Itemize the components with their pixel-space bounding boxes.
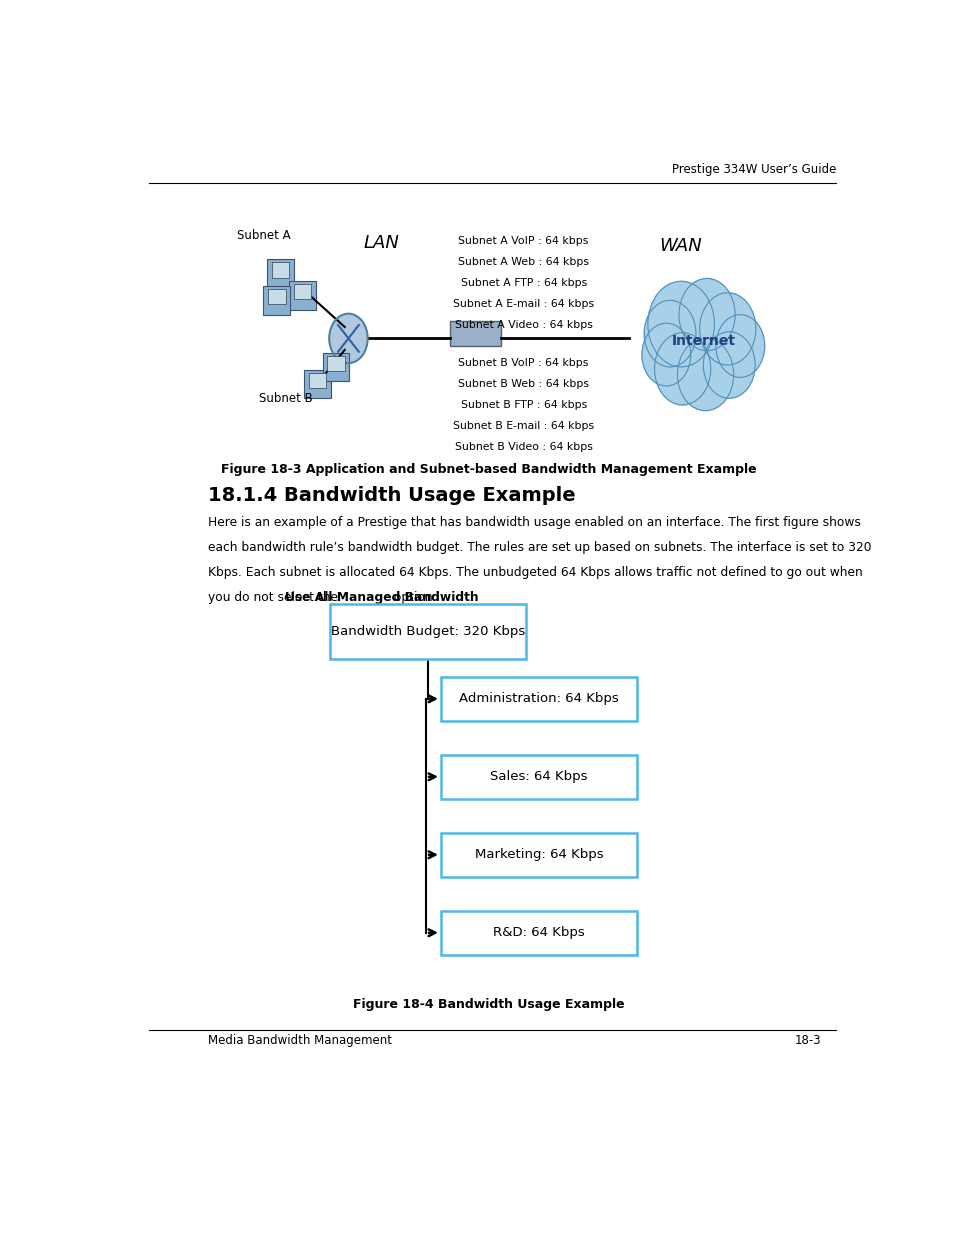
FancyBboxPatch shape: [322, 353, 349, 382]
Text: Sales: 64 Kbps: Sales: 64 Kbps: [490, 771, 587, 783]
FancyBboxPatch shape: [327, 356, 344, 370]
Text: 18.1.4 Bandwidth Usage Example: 18.1.4 Bandwidth Usage Example: [208, 485, 575, 505]
FancyBboxPatch shape: [330, 604, 525, 658]
Text: Subnet B E-mail : 64 kbps: Subnet B E-mail : 64 kbps: [453, 421, 594, 431]
FancyBboxPatch shape: [304, 369, 331, 399]
Text: Subnet A Web : 64 kbps: Subnet A Web : 64 kbps: [457, 257, 589, 267]
Text: Internet: Internet: [671, 335, 735, 348]
Text: Subnet B Video : 64 kbps: Subnet B Video : 64 kbps: [455, 442, 592, 452]
FancyBboxPatch shape: [440, 832, 637, 877]
FancyBboxPatch shape: [272, 262, 289, 278]
Circle shape: [329, 314, 367, 363]
Text: Subnet B VoIP : 64 kbps: Subnet B VoIP : 64 kbps: [458, 358, 588, 368]
Text: Subnet A E-mail : 64 kbps: Subnet A E-mail : 64 kbps: [453, 299, 594, 309]
Text: Subnet A Video : 64 kbps: Subnet A Video : 64 kbps: [455, 320, 592, 330]
FancyBboxPatch shape: [308, 373, 326, 388]
Circle shape: [647, 282, 714, 367]
Circle shape: [677, 338, 733, 411]
Text: Bandwidth Budget: 320 Kbps: Bandwidth Budget: 320 Kbps: [331, 625, 524, 637]
Circle shape: [715, 315, 764, 378]
Text: Figure 18-4 Bandwidth Usage Example: Figure 18-4 Bandwidth Usage Example: [353, 998, 624, 1010]
Text: WAN: WAN: [659, 237, 701, 256]
Text: LAN: LAN: [363, 235, 399, 252]
FancyBboxPatch shape: [440, 755, 637, 799]
Circle shape: [679, 278, 735, 351]
FancyBboxPatch shape: [449, 321, 501, 346]
Text: each bandwidth rule’s bandwidth budget. The rules are set up based on subnets. T: each bandwidth rule’s bandwidth budget. …: [208, 541, 870, 555]
Text: Subnet B FTP : 64 kbps: Subnet B FTP : 64 kbps: [460, 400, 586, 410]
Text: Here is an example of a Prestige that has bandwidth usage enabled on an interfac: Here is an example of a Prestige that ha…: [208, 516, 860, 530]
FancyBboxPatch shape: [440, 911, 637, 955]
Text: R&D: 64 Kbps: R&D: 64 Kbps: [493, 926, 584, 940]
Text: Administration: 64 Kbps: Administration: 64 Kbps: [458, 693, 618, 705]
Text: 18-3: 18-3: [794, 1034, 821, 1047]
Circle shape: [699, 293, 755, 366]
Text: Subnet A FTP : 64 kbps: Subnet A FTP : 64 kbps: [460, 278, 586, 288]
Circle shape: [702, 332, 755, 399]
Circle shape: [641, 324, 690, 385]
Text: Figure 18-3 Application and Subnet-based Bandwidth Management Example: Figure 18-3 Application and Subnet-based…: [221, 463, 756, 477]
Text: Kbps. Each subnet is allocated 64 Kbps. The unbudgeted 64 Kbps allows traffic no: Kbps. Each subnet is allocated 64 Kbps. …: [208, 566, 862, 579]
Text: option.: option.: [389, 590, 436, 604]
Circle shape: [643, 300, 696, 367]
FancyBboxPatch shape: [263, 287, 290, 315]
FancyBboxPatch shape: [294, 284, 311, 299]
Text: Marketing: 64 Kbps: Marketing: 64 Kbps: [474, 848, 602, 861]
Text: Subnet B Web : 64 kbps: Subnet B Web : 64 kbps: [457, 379, 589, 389]
FancyBboxPatch shape: [289, 282, 315, 310]
Text: Use All Managed Bandwidth: Use All Managed Bandwidth: [285, 590, 478, 604]
FancyBboxPatch shape: [267, 259, 294, 288]
Text: Prestige 334W User’s Guide: Prestige 334W User’s Guide: [671, 163, 836, 175]
Text: Subnet A VoIP : 64 kbps: Subnet A VoIP : 64 kbps: [458, 236, 588, 247]
Text: Media Bandwidth Management: Media Bandwidth Management: [208, 1034, 392, 1047]
Text: Subnet B: Subnet B: [258, 391, 313, 405]
Text: you do not select the: you do not select the: [208, 590, 341, 604]
FancyBboxPatch shape: [440, 677, 637, 721]
Text: Subnet A: Subnet A: [236, 230, 290, 242]
FancyBboxPatch shape: [268, 289, 285, 304]
Circle shape: [654, 332, 710, 405]
